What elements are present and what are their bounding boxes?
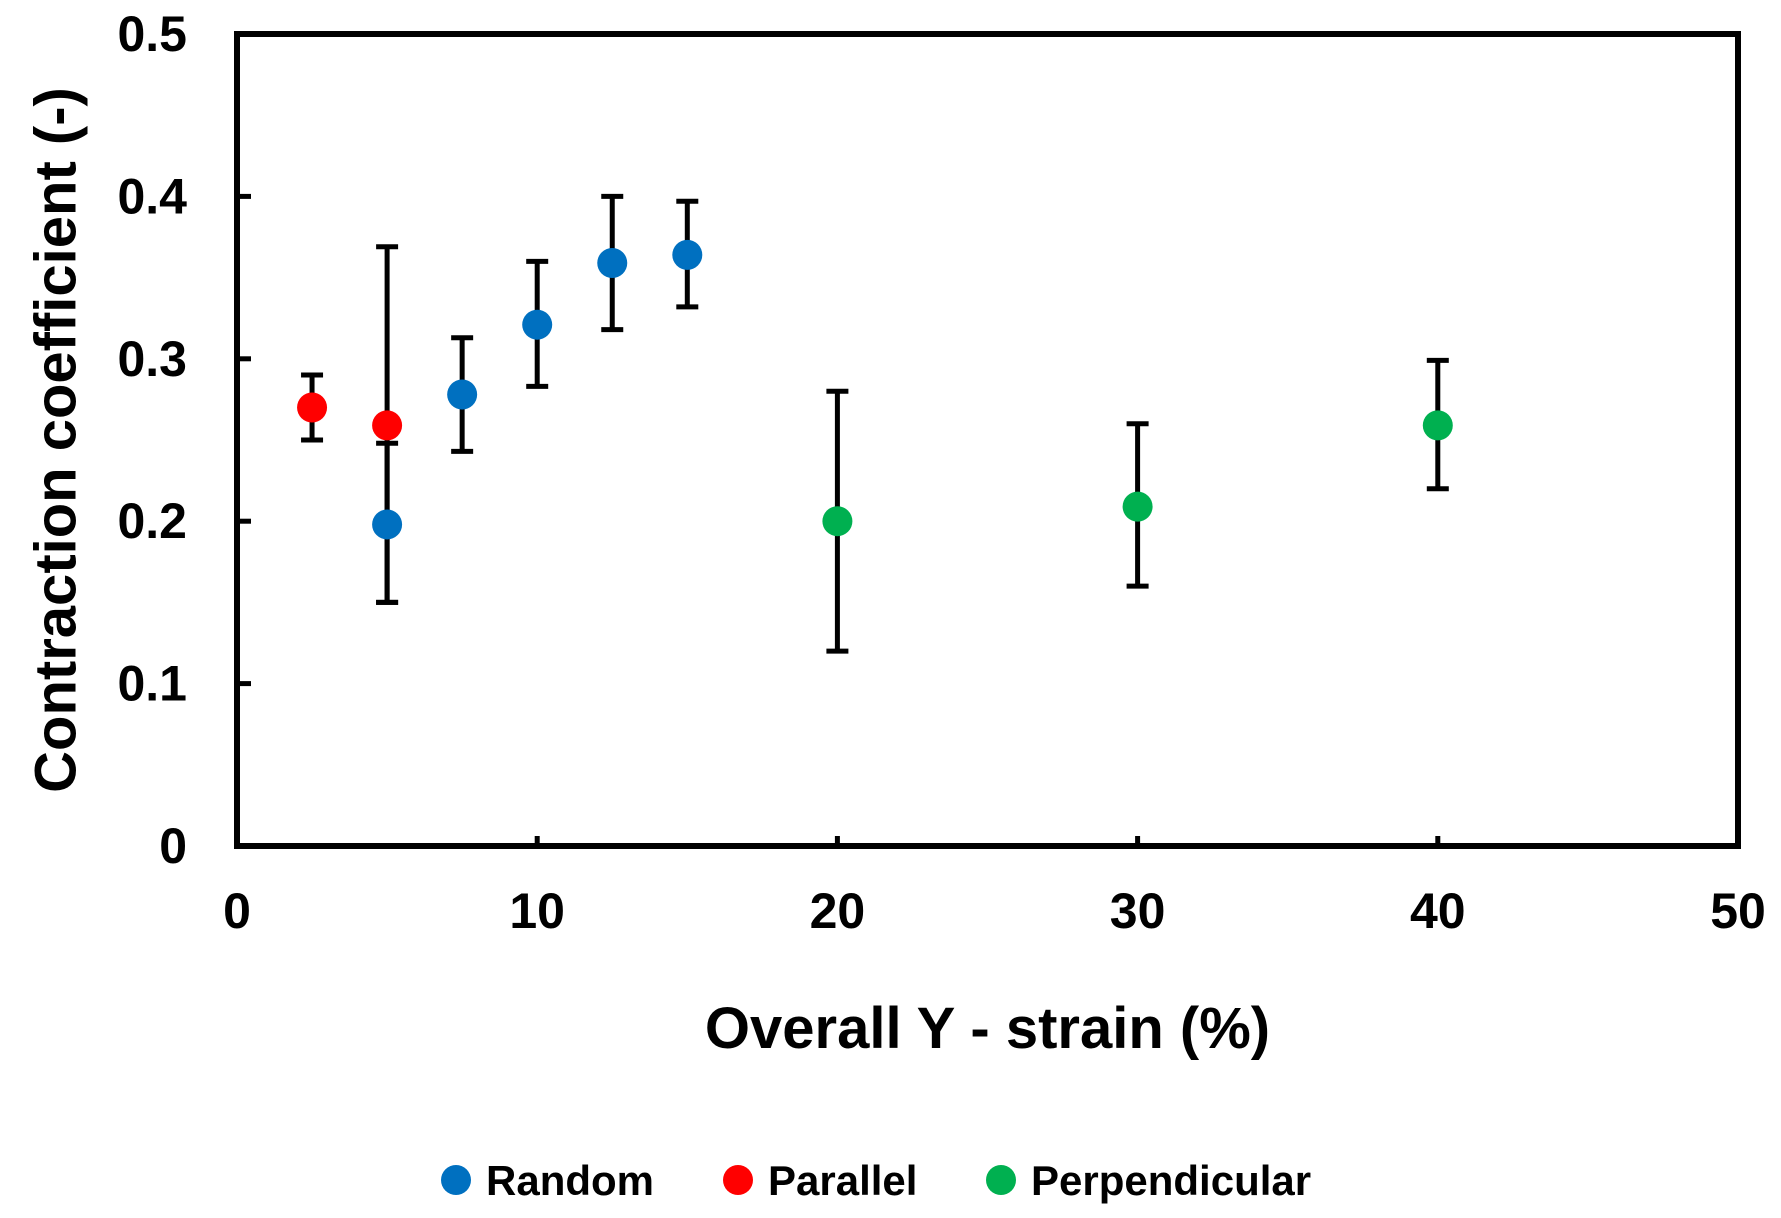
- legend-label-perpendicular: Perpendicular: [1031, 1157, 1311, 1204]
- x-tick-label: 30: [1110, 883, 1166, 939]
- y-tick-label: 0.3: [117, 331, 187, 387]
- x-tick-label: 40: [1410, 883, 1466, 939]
- perpendicular-data-point: [822, 506, 853, 537]
- y-axis-title: Contraction coefficient (-): [23, 87, 88, 793]
- y-axis-ticks: 0 0.1 0.2 0.3 0.4 0.5: [117, 6, 251, 874]
- random-data-point: [522, 309, 553, 340]
- legend-marker-parallel: [723, 1165, 753, 1195]
- legend-marker-random: [441, 1165, 471, 1195]
- perpendicular-data-point: [1122, 491, 1153, 522]
- x-tick-label: 10: [509, 883, 565, 939]
- y-tick-label: 0: [159, 818, 187, 874]
- y-tick-label: 0.2: [117, 493, 187, 549]
- y-tick-label: 0.5: [117, 6, 187, 62]
- perpendicular-data-point: [1422, 410, 1453, 441]
- legend-marker-perpendicular: [986, 1165, 1016, 1195]
- x-tick-label: 20: [810, 883, 866, 939]
- x-axis-title: Overall Y - strain (%): [705, 996, 1270, 1061]
- legend-label-random: Random: [486, 1157, 654, 1204]
- legend-label-parallel: Parallel: [768, 1157, 917, 1204]
- random-data-point: [672, 239, 703, 270]
- plot-area-frame: [234, 31, 1741, 849]
- random-data-point: [372, 509, 403, 540]
- y-tick-label: 0.1: [117, 656, 187, 712]
- parallel-data-point: [372, 410, 403, 441]
- random-data-point: [597, 247, 628, 278]
- x-tick-label: 50: [1710, 883, 1766, 939]
- x-axis-ticks: 0 10 20 30 40 50: [223, 836, 1766, 939]
- random-data-point: [447, 379, 478, 410]
- legend: Random Parallel Perpendicular: [441, 1157, 1311, 1204]
- x-tick-label: 0: [223, 883, 251, 939]
- legend-item-parallel: Parallel: [723, 1157, 917, 1204]
- parallel-data-point: [297, 392, 328, 423]
- legend-item-random: Random: [441, 1157, 654, 1204]
- legend-item-perpendicular: Perpendicular: [986, 1157, 1311, 1204]
- y-tick-label: 0.4: [117, 168, 187, 224]
- points-layer: [297, 239, 1453, 540]
